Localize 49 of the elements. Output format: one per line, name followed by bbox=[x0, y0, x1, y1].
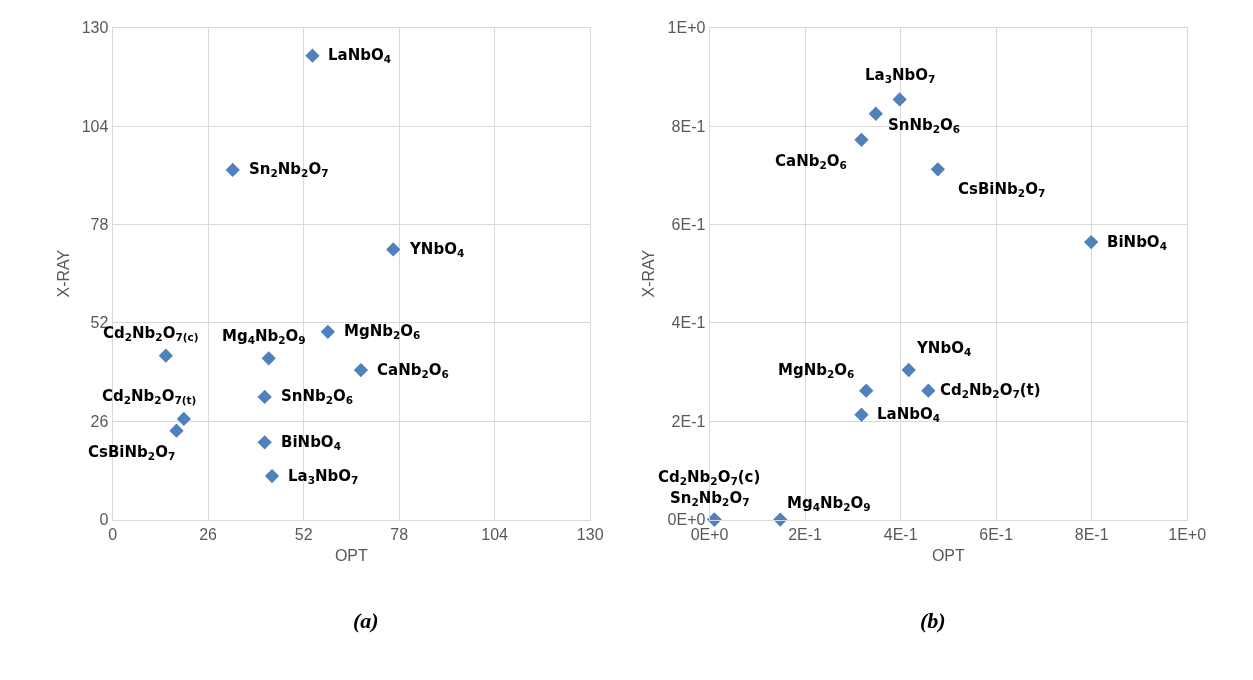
y-tick-label: 1E+0 bbox=[667, 19, 706, 37]
x-tick-label: 78 bbox=[390, 525, 409, 543]
y-tick-label: 8E-1 bbox=[671, 117, 706, 135]
annotation: CsBiNb$_{2}$O$_{7}$ bbox=[88, 443, 176, 463]
y-tick-label: 78 bbox=[90, 216, 109, 234]
y-axis-title: X-RAY bbox=[54, 249, 72, 298]
y-tick-label: 130 bbox=[81, 19, 109, 37]
x-axis-title: OPT bbox=[334, 547, 369, 565]
y-tick-label: 4E-1 bbox=[671, 314, 706, 332]
annotation: Sn$_{2}$Nb$_{2}$O$_{7}$ bbox=[670, 489, 750, 509]
annotation: MgNb$_{2}$O$_{6}$ bbox=[778, 361, 855, 381]
annotation: CaNb$_{2}$O$_{6}$ bbox=[377, 361, 449, 381]
y-tick-label: 0 bbox=[99, 511, 109, 529]
y-tick-label: 26 bbox=[90, 412, 109, 430]
y-tick-label: 2E-1 bbox=[671, 412, 706, 430]
annotation: Mg$_{4}$Nb$_{2}$O$_{9}$ bbox=[222, 327, 306, 347]
x-tick-label: 4E-1 bbox=[883, 525, 918, 543]
annotation: YNbO$_{4}$ bbox=[409, 240, 465, 260]
annotation: BiNbO$_{4}$ bbox=[281, 433, 341, 453]
y-axis-title: X-RAY bbox=[640, 249, 658, 298]
x-tick-label: 52 bbox=[294, 525, 313, 543]
annotation: BiNbO$_{4}$ bbox=[1107, 233, 1167, 253]
annotation: Mg$_{4}$Nb$_{2}$O$_{9}$ bbox=[787, 494, 871, 514]
annotation: LaNbO$_{4}$ bbox=[328, 46, 392, 66]
x-tick-label: 2E-1 bbox=[788, 525, 823, 543]
annotation: YNbO$_{4}$ bbox=[916, 339, 972, 359]
annotation: Cd$_{2}$Nb$_{2}$O$_{7}$(c) bbox=[658, 468, 761, 488]
x-tick-label: 6E-1 bbox=[979, 525, 1014, 543]
x-tick-label: 130 bbox=[576, 525, 604, 543]
annotation: Cd$_{2}$Nb$_{2}$O$_{7(t)}$ bbox=[102, 387, 197, 407]
annotation: CaNb$_{2}$O$_{6}$ bbox=[775, 152, 847, 172]
y-tick-label: 6E-1 bbox=[671, 216, 706, 234]
x-tick-label: 1E+0 bbox=[1168, 525, 1207, 543]
x-tick-label: 26 bbox=[199, 525, 218, 543]
annotation: MgNb$_{2}$O$_{6}$ bbox=[344, 322, 421, 342]
x-tick-label: 104 bbox=[481, 525, 509, 543]
annotation: Sn$_{2}$Nb$_{2}$O$_{7}$ bbox=[249, 160, 329, 180]
x-tick-label: 8E-1 bbox=[1074, 525, 1109, 543]
annotation: Cd$_{2}$Nb$_{2}$O$_{7}$(t) bbox=[940, 381, 1041, 401]
annotation: LaNbO$_{4}$ bbox=[877, 405, 941, 425]
annotation: SnNb$_{2}$O$_{6}$ bbox=[888, 116, 961, 136]
text: (b) bbox=[920, 608, 946, 633]
annotation: SnNb$_{2}$O$_{6}$ bbox=[281, 387, 354, 407]
annotation: La$_{3}$NbO$_{7}$ bbox=[288, 467, 359, 487]
x-axis-title: OPT bbox=[931, 547, 966, 565]
y-tick-label: 104 bbox=[81, 117, 109, 135]
text: (a) bbox=[353, 608, 379, 633]
annotation: La$_{3}$NbO$_{7}$ bbox=[865, 66, 936, 86]
annotation: CsBiNb$_{2}$O$_{7}$ bbox=[958, 180, 1046, 200]
